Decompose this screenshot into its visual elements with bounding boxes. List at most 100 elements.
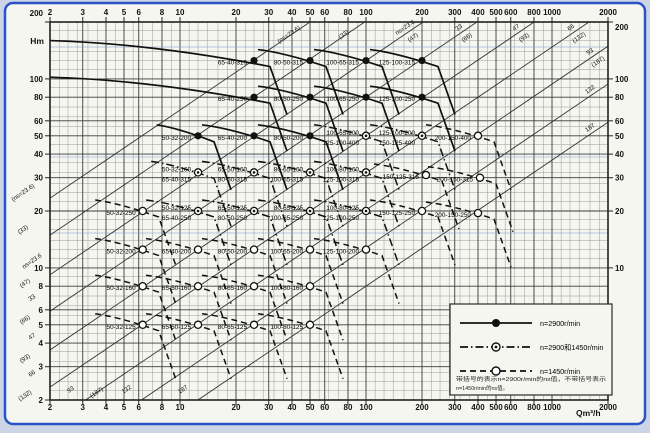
x-axis-tick-bottom: 2 bbox=[48, 403, 53, 412]
pump-model-label: 100-65-315 bbox=[326, 60, 359, 67]
pump-point-marker-dot bbox=[364, 209, 368, 213]
pump-curve bbox=[145, 313, 232, 380]
x-axis-tick-top: 10 bbox=[176, 8, 185, 17]
pump-point-marker bbox=[249, 245, 259, 254]
pump-curve bbox=[95, 199, 177, 266]
pump-model-label: 125-100-400 bbox=[323, 140, 360, 147]
pump-model-label: 125-100-315 bbox=[379, 60, 416, 67]
ns-line-label: (47) bbox=[19, 278, 32, 290]
axis-labels: 2233445566881010202030304040505060608080… bbox=[30, 8, 629, 418]
x-axis-tick-bottom: 3 bbox=[81, 403, 86, 412]
ns-line-label: (33) bbox=[337, 29, 350, 41]
x-axis-tick-top: 80 bbox=[344, 8, 353, 17]
legend: n=2900r/min n=2900和1450r/min n=1450r/min带括… bbox=[449, 303, 613, 396]
pump-point-marker bbox=[362, 56, 370, 65]
pump-point-marker bbox=[250, 132, 258, 140]
pump-point-marker bbox=[421, 170, 431, 180]
pump-curve bbox=[257, 85, 344, 152]
x-axis-tick-top: 30 bbox=[264, 8, 273, 17]
pump-model-label: 50-32-125 bbox=[107, 324, 137, 331]
legend-marker bbox=[492, 319, 500, 327]
y-axis-tick-left: 6 bbox=[39, 306, 44, 315]
x-axis-tick-top: 6 bbox=[137, 8, 142, 17]
pump-model-label: 100-80-125 bbox=[270, 324, 303, 331]
pump-curve bbox=[257, 160, 344, 227]
x-axis-tick-top: 8 bbox=[160, 8, 165, 17]
y-axis-unit-label: Hm bbox=[30, 36, 44, 46]
ns-line-label: (33) bbox=[17, 224, 30, 236]
pump-point-marker bbox=[475, 173, 485, 182]
x-axis-tick-bottom: 5 bbox=[122, 403, 127, 412]
x-axis-tick-top: 3 bbox=[81, 8, 86, 17]
pump-curve bbox=[313, 237, 400, 304]
x-axis-tick-bottom: 800 bbox=[527, 403, 541, 412]
x-axis-tick-bottom: 80 bbox=[344, 403, 353, 412]
y-axis-tick-left: 4 bbox=[39, 339, 44, 348]
y-axis-tick-right: 100 bbox=[615, 75, 629, 84]
pump-point-marker bbox=[194, 132, 202, 140]
pump-model-label: 80-50-315 bbox=[218, 176, 248, 183]
pump-curve bbox=[369, 85, 456, 152]
pump-curve bbox=[425, 124, 512, 191]
pump-model-label: 125-100-315 bbox=[323, 176, 360, 183]
ns-line-label: (93) bbox=[518, 32, 531, 44]
pump-model-label: 100-80-160 bbox=[326, 166, 359, 173]
pump-model-label: 50-32-200 bbox=[162, 135, 192, 142]
x-axis-tick-top: 50 bbox=[306, 8, 315, 17]
pump-model-label: 65-50-125 bbox=[218, 205, 248, 212]
pump-model-label: 80-65-125 bbox=[274, 205, 304, 212]
pump-curve bbox=[201, 274, 288, 341]
pump-model-label: 80-50-250 bbox=[274, 96, 304, 103]
y-axis-tick-left: 80 bbox=[34, 93, 43, 102]
pump-model-label: 150-125-400 bbox=[379, 140, 416, 147]
ns-line-label: 187 bbox=[584, 122, 597, 134]
pump-point-marker-dot bbox=[308, 171, 312, 174]
pump-point-marker bbox=[362, 93, 370, 101]
x-axis-tick-bottom: 10 bbox=[176, 403, 185, 412]
pump-model-label: 80-50-200 bbox=[218, 249, 248, 256]
ns-line-label: 47 bbox=[511, 23, 521, 33]
pump-model-label: 65-40-250 bbox=[218, 96, 248, 103]
x-axis-tick-bottom: 8 bbox=[160, 403, 165, 412]
pump-curve bbox=[313, 160, 400, 227]
pump-curve bbox=[145, 199, 232, 266]
x-axis-tick-top: 5 bbox=[122, 8, 127, 17]
pump-point-marker bbox=[249, 281, 259, 291]
pump-model-label: 100-65-315 bbox=[270, 176, 303, 183]
pump-point-marker bbox=[305, 320, 315, 330]
pump-model-label: 65-40-200 bbox=[218, 135, 248, 142]
pump-curve bbox=[257, 274, 344, 341]
pump-curve bbox=[313, 85, 400, 152]
pump-curve bbox=[369, 124, 456, 191]
y-axis-tick-right: 200 bbox=[615, 23, 629, 32]
pump-model-label: 50-32-160 bbox=[162, 166, 192, 173]
pump-point-marker bbox=[306, 132, 314, 140]
ns-line-label: (66) bbox=[19, 314, 32, 326]
y-axis-tick-left: 100 bbox=[30, 75, 44, 84]
ns-line-label: 132 bbox=[584, 84, 597, 96]
legend-marker bbox=[491, 366, 501, 376]
pump-model-label: 65-40-315 bbox=[218, 60, 248, 67]
pump-model-label: 50-32-125 bbox=[162, 205, 192, 212]
pump-curve bbox=[369, 48, 456, 115]
pump-model-label: 65-50-125 bbox=[162, 324, 192, 331]
x-axis-tick-top: 20 bbox=[232, 8, 241, 17]
ns-line-label: 33 bbox=[454, 23, 464, 33]
y-axis-tick-left: 2 bbox=[39, 396, 44, 405]
pump-point-marker-dot bbox=[196, 209, 200, 213]
pump-point-marker-dot bbox=[364, 171, 368, 174]
ns-line-label: (47) bbox=[407, 32, 420, 44]
y-axis-tick-right: 80 bbox=[615, 93, 624, 102]
ns-line-label: 66 bbox=[27, 369, 37, 379]
x-axis-tick-bottom: 400 bbox=[471, 403, 485, 412]
y-axis-tick-left: 50 bbox=[34, 132, 43, 141]
y-axis-tick-left: 3 bbox=[39, 363, 44, 372]
y-axis-tick-left: 10 bbox=[34, 264, 43, 273]
pump-model-label: 100-65-250 bbox=[326, 96, 359, 103]
x-axis-tick-bottom: 40 bbox=[288, 403, 297, 412]
pump-model-label: 125-100-250 bbox=[323, 215, 360, 222]
pump-model-label: 100-65-200 bbox=[270, 249, 303, 256]
pump-point-marker-dot bbox=[420, 134, 424, 138]
